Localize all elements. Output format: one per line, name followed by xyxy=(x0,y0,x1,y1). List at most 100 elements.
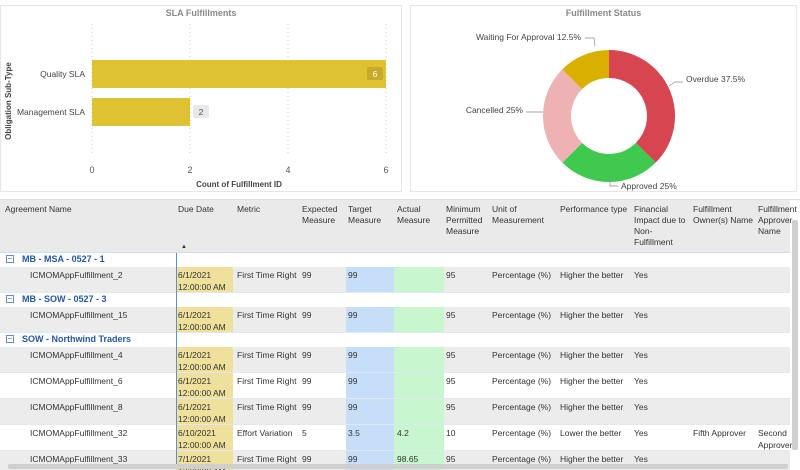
table-row[interactable]: ICMOMAppFulfillment_4 6/1/2021 12:00:00 A… xyxy=(0,347,790,373)
slice-label: Waiting For Approval 12.5% xyxy=(476,32,581,42)
table-cell: Percentage (%) xyxy=(492,376,552,386)
table-cell: ICMOMAppFulfillment_15 xyxy=(30,310,128,320)
table-row[interactable]: ICMOMAppFulfillment_8 6/1/2021 12:00:00 A… xyxy=(0,399,790,425)
table-cell: First Time Right xyxy=(237,402,297,412)
column-header[interactable]: Actual Measure xyxy=(397,204,431,225)
actual-highlight xyxy=(394,267,444,292)
table-cell: 99 xyxy=(302,270,312,280)
table-cell: Higher the better xyxy=(560,270,624,280)
table-cell: 6/10/2021 12:00:00 AM xyxy=(178,428,226,450)
column-header[interactable]: Due Date xyxy=(178,204,214,214)
table-cell: ICMOMAppFulfillment_2 xyxy=(30,270,123,280)
group-label: MB - SOW - 0527 - 3 xyxy=(22,294,107,304)
table-cell: First Time Right xyxy=(237,454,297,464)
table-cell: First Time Right xyxy=(237,270,297,280)
slice-approved[interactable] xyxy=(562,142,656,183)
table-cell: Effort Variation xyxy=(237,428,293,438)
table-cell: 99 xyxy=(302,402,312,412)
column-header[interactable]: Financial Impact due to Non-Fulfillment xyxy=(634,204,686,247)
table-cell: ICMOMAppFulfillment_8 xyxy=(30,402,123,412)
table-cell: ICMOMAppFulfillment_32 xyxy=(30,428,128,438)
table-cell: 6/1/2021 12:00:00 AM xyxy=(178,376,226,398)
table-cell: First Time Right xyxy=(237,310,297,320)
bar-management-sla[interactable] xyxy=(92,98,190,126)
due-date-highlight xyxy=(176,307,233,332)
target-highlight xyxy=(346,347,394,372)
actual-highlight xyxy=(394,399,444,424)
vertical-scrollbar[interactable] xyxy=(792,220,798,450)
table-cell: 4.2 xyxy=(397,428,409,438)
table-cell: Lower the better xyxy=(560,428,622,438)
slice-overdue[interactable] xyxy=(609,50,675,163)
x-tick-label: 6 xyxy=(383,165,388,175)
bar-quality-sla[interactable] xyxy=(92,60,386,88)
table-cell: Percentage (%) xyxy=(492,428,552,438)
sla-fulfillments-chart[interactable]: SLA Fulfillments 0 2 4 6 Quality SLA 6 Managem… xyxy=(0,5,402,192)
table-cell: ICMOMAppFulfillment_33 xyxy=(30,454,128,464)
table-cell: ICMOMAppFulfillment_6 xyxy=(30,376,123,386)
table-row[interactable]: ICMOMAppFulfillment_2 6/1/2021 12:00:00 A… xyxy=(0,267,790,293)
column-header[interactable]: Unit of Measurement xyxy=(492,204,544,225)
group-row[interactable]: − SOW - Northwind Traders xyxy=(0,333,790,346)
due-date-highlight xyxy=(176,425,233,450)
table-row[interactable]: ICMOMAppFulfillment_32 6/10/2021 12:00:00… xyxy=(0,425,793,451)
table-cell: 99 xyxy=(348,402,358,412)
x-tick-label: 0 xyxy=(89,165,94,175)
x-tick-label: 4 xyxy=(285,165,290,175)
leader-line xyxy=(609,176,618,187)
data-label: 2 xyxy=(199,107,204,117)
column-header[interactable]: Fulfillment Approver Name xyxy=(758,204,797,236)
table-cell: 99 xyxy=(302,350,312,360)
table-cell: Yes xyxy=(634,428,648,438)
table-cell: Higher the better xyxy=(560,350,624,360)
slice-label: Cancelled 25% xyxy=(466,105,524,115)
table-row[interactable]: ICMOMAppFulfillment_15 6/1/2021 12:00:00 … xyxy=(0,307,790,333)
table-cell: Higher the better xyxy=(560,402,624,412)
table-cell: 10 xyxy=(446,428,456,438)
group-row[interactable]: − MB - MSA - 0527 - 1 xyxy=(0,253,790,266)
y-category-label: Quality SLA xyxy=(40,69,85,79)
table-cell: 5 xyxy=(302,428,307,438)
table-cell: 95 xyxy=(446,376,456,386)
target-highlight xyxy=(346,267,394,292)
table-cell: 6/1/2021 12:00:00 AM xyxy=(178,402,226,424)
collapse-icon[interactable]: − xyxy=(6,334,14,343)
x-axis-title: Count of Fulfillment ID xyxy=(196,180,282,189)
fulfillment-table[interactable]: Agreement Name Due Date Metric Expected Mea… xyxy=(0,199,800,470)
fulfillment-status-chart[interactable]: Fulfillment Status Overdue 37.5% Approved… xyxy=(410,5,797,192)
table-cell: 99 xyxy=(302,454,312,464)
table-cell: 99 xyxy=(348,376,358,386)
table-row[interactable]: ICMOMAppFulfillment_6 6/1/2021 12:00:00 A… xyxy=(0,373,790,399)
collapse-icon[interactable]: − xyxy=(6,254,14,263)
column-header[interactable]: Metric xyxy=(237,204,261,214)
due-date-highlight xyxy=(176,373,233,398)
column-header[interactable]: Performance type xyxy=(560,204,628,214)
horizontal-scrollbar[interactable] xyxy=(8,464,788,469)
table-cell: 99 xyxy=(348,310,358,320)
table-cell: Yes xyxy=(634,402,648,412)
table-cell: 95 xyxy=(446,350,456,360)
x-tick-label: 2 xyxy=(187,165,192,175)
table-cell: Percentage (%) xyxy=(492,402,552,412)
table-cell: Percentage (%) xyxy=(492,270,552,280)
column-header[interactable]: Expected Measure xyxy=(302,204,338,225)
column-header[interactable]: Target Measure xyxy=(348,204,382,225)
column-header[interactable]: Minimum Permitted Measure xyxy=(446,204,483,236)
table-cell: Yes xyxy=(634,310,648,320)
table-cell: First Time Right xyxy=(237,350,297,360)
collapse-icon[interactable]: − xyxy=(6,294,14,303)
slice-waiting-for-approval[interactable] xyxy=(562,50,609,90)
data-label-bg xyxy=(367,67,383,80)
table-cell: 98.65 xyxy=(397,454,419,464)
slice-cancelled[interactable] xyxy=(543,69,583,163)
y-axis-title: Obligation Sub-Type xyxy=(4,62,13,140)
column-header[interactable]: Agreement Name xyxy=(5,204,72,214)
table-header: Agreement Name Due Date Metric Expected Mea… xyxy=(0,200,797,253)
sort-ascending-icon[interactable]: ▲ xyxy=(181,244,187,250)
due-date-highlight xyxy=(176,267,233,292)
table-cell: Percentage (%) xyxy=(492,454,552,464)
column-header[interactable]: Fulfillment Owner(s) Name xyxy=(693,204,753,225)
table-cell: Fifth Approver xyxy=(693,428,746,438)
table-cell: 6/1/2021 12:00:00 AM xyxy=(178,270,226,292)
group-row[interactable]: − MB - SOW - 0527 - 3 xyxy=(0,293,790,306)
